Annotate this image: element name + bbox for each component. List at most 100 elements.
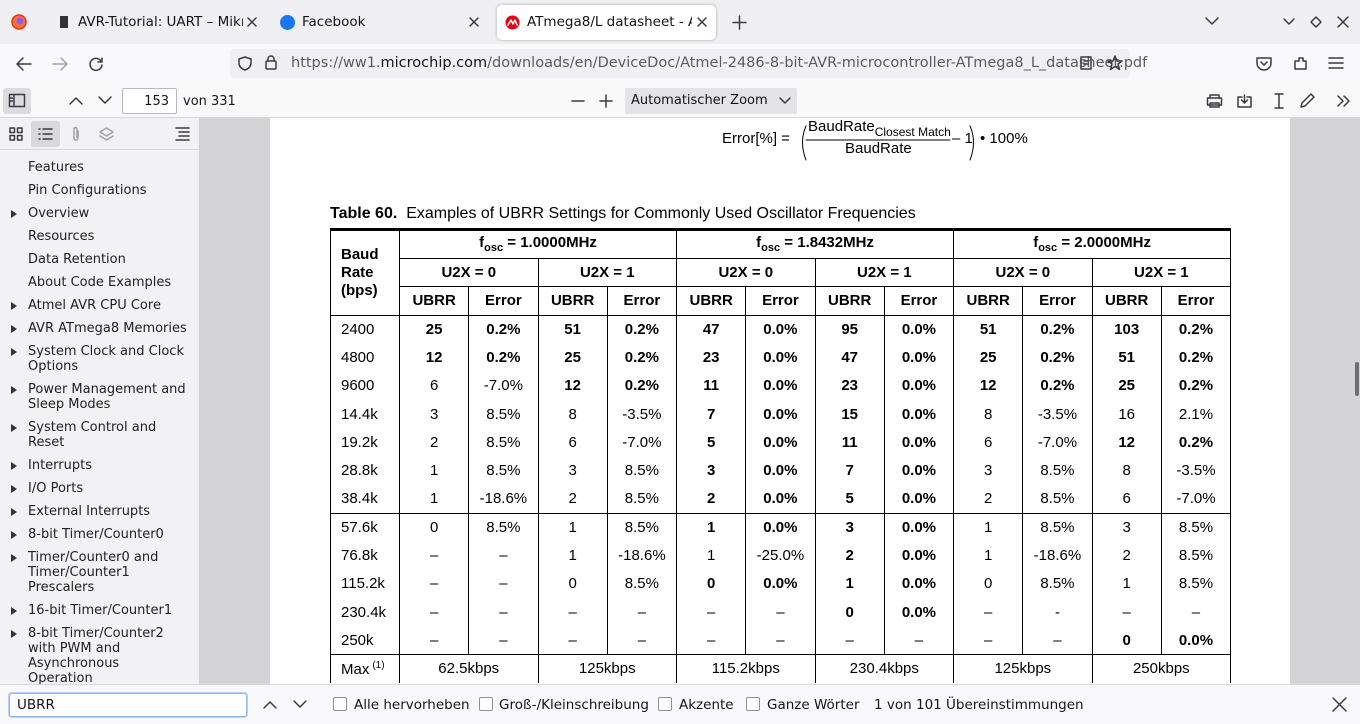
table-caption-text: Examples of UBRR Settings for Commonly U… [406, 205, 916, 222]
checkbox-label[interactable]: Alle hervorheben [354, 697, 470, 713]
outline-item[interactable]: Data Retention [0, 248, 195, 271]
attachments-view[interactable] [71, 126, 81, 142]
expand-arrow[interactable] [11, 554, 17, 562]
scrollbar-thumb[interactable] [1355, 362, 1359, 396]
bookmark-star[interactable] [1107, 55, 1123, 71]
outline-item[interactable]: Atmel AVR CPU Core [0, 294, 195, 317]
zoom-value: Automatischer Zoom [631, 93, 768, 108]
tab-close[interactable] [469, 17, 479, 27]
page-number-input[interactable]: 153 [122, 88, 177, 114]
lock-icon[interactable] [265, 55, 277, 70]
layers-view[interactable] [99, 127, 114, 141]
expand-arrow[interactable] [11, 630, 17, 638]
extensions-button[interactable] [1293, 56, 1308, 71]
checkbox[interactable] [479, 697, 493, 711]
checkbox-label[interactable]: Ganze Wörter [767, 697, 860, 713]
browser-menu-icon[interactable] [11, 14, 27, 30]
find-close[interactable] [1332, 697, 1347, 712]
outline-item[interactable]: System Clock and Clock Options [0, 340, 195, 378]
find-next[interactable] [293, 700, 307, 708]
pocket-button[interactable] [1256, 57, 1272, 71]
outline-item[interactable]: Pin Configurations [0, 179, 195, 202]
minimize[interactable] [1283, 18, 1295, 25]
zoom-chevron [779, 97, 791, 104]
zoom-in[interactable] [599, 94, 613, 108]
expand-arrow[interactable] [11, 386, 17, 394]
reader-view[interactable] [1080, 56, 1092, 70]
outline-item[interactable]: About Code Examples [0, 271, 195, 294]
back-button[interactable] [16, 57, 32, 71]
tab-active[interactable]: ATmega8/L datasheet - Atm [497, 5, 716, 40]
expand-arrow[interactable] [11, 210, 17, 218]
expand-arrow[interactable] [11, 508, 17, 516]
ubrr-cell: – [537, 626, 608, 655]
expand-arrow[interactable] [11, 302, 17, 310]
expand-arrow[interactable] [11, 607, 17, 615]
error-cell: 8.5% [1022, 569, 1093, 598]
outline-item[interactable]: Timer/Counter0 and Timer/Counter1 Presca… [0, 546, 195, 599]
checkbox-label[interactable]: Akzente [679, 697, 734, 713]
text-tool[interactable] [1274, 93, 1284, 109]
outline-item[interactable]: Interrupts [0, 454, 195, 477]
checkbox[interactable] [333, 697, 347, 711]
expand-arrow[interactable] [11, 485, 17, 493]
tab-close[interactable] [697, 17, 707, 27]
outline-item[interactable]: External Interrupts [0, 500, 195, 523]
outline-item[interactable]: Features [0, 156, 195, 179]
tab-close[interactable] [247, 17, 257, 27]
reload-button[interactable] [89, 57, 103, 72]
ubrr-cell: 47 [676, 314, 747, 344]
expand-arrow[interactable] [11, 325, 17, 333]
checkbox[interactable] [746, 697, 760, 711]
error-cell: 8.5% [606, 456, 678, 485]
expand-arrow[interactable] [11, 531, 17, 539]
outline-item[interactable]: 8-bit Timer/Counter0 [0, 523, 195, 546]
outline-item[interactable]: 8-bit Timer/Counter2 with PWM and Asynch… [0, 622, 195, 684]
tracking-shield[interactable] [238, 56, 252, 71]
outline-item[interactable]: AVR ATmega8 Memories [0, 317, 195, 340]
expand-arrow[interactable] [11, 424, 17, 432]
address-bar[interactable]: https://ww1.microchip.com/downloads/en/D… [230, 49, 1147, 78]
osc-subscript: osc [761, 242, 781, 255]
current-outline-item[interactable] [175, 127, 190, 141]
outline-label: External Interrupts [28, 504, 151, 519]
outline-item[interactable]: 16-bit Timer/Counter1 [0, 599, 195, 622]
tools-menu[interactable] [1337, 95, 1350, 107]
outline-item[interactable]: Power Management and Sleep Modes [0, 378, 195, 416]
error-cell: 0.2% [606, 371, 678, 400]
app-menu[interactable] [1328, 57, 1344, 69]
expand-arrow[interactable] [11, 348, 17, 356]
restore[interactable] [1310, 16, 1322, 28]
error-cell: 8.5% [468, 456, 539, 485]
draw-tool[interactable] [1300, 93, 1315, 108]
previous-page[interactable] [69, 97, 83, 105]
new-tab[interactable] [732, 15, 747, 30]
column-header: Error [468, 286, 539, 316]
find-input[interactable]: UBRR [9, 693, 247, 717]
download-button[interactable] [1237, 94, 1252, 108]
ubrr-cell: – [537, 597, 608, 627]
ubrr-cell: 2 [814, 541, 885, 570]
find-previous[interactable] [263, 701, 277, 709]
list-tabs[interactable] [1205, 17, 1219, 25]
outline-item[interactable]: I/O Ports [0, 477, 195, 500]
checkbox-label[interactable]: Groß-/Kleinschreibung [499, 697, 649, 713]
column-header: UBRR [1091, 286, 1162, 316]
print-button[interactable] [1206, 94, 1223, 108]
forward-button[interactable] [52, 57, 68, 71]
zoom-out[interactable] [571, 100, 585, 102]
ubrr-cell: 1 [398, 484, 470, 514]
next-page[interactable] [98, 96, 112, 104]
outline-item[interactable]: Resources [0, 225, 195, 248]
error-cell: 0.0% [1160, 626, 1232, 655]
expand-arrow[interactable] [11, 462, 17, 470]
thumbnails-view[interactable] [9, 127, 23, 141]
outline-item[interactable]: System Control and Reset [0, 416, 195, 454]
tab[interactable]: AVR-Tutorial: UART – Mikro [48, 5, 268, 40]
tab[interactable]: Facebook [268, 5, 490, 40]
zoom-select[interactable]: Automatischer Zoom [625, 88, 797, 114]
sidebar-toggle[interactable] [3, 88, 31, 114]
close-window[interactable] [1337, 16, 1349, 28]
outline-item[interactable]: Overview [0, 202, 195, 225]
checkbox[interactable] [658, 697, 672, 711]
